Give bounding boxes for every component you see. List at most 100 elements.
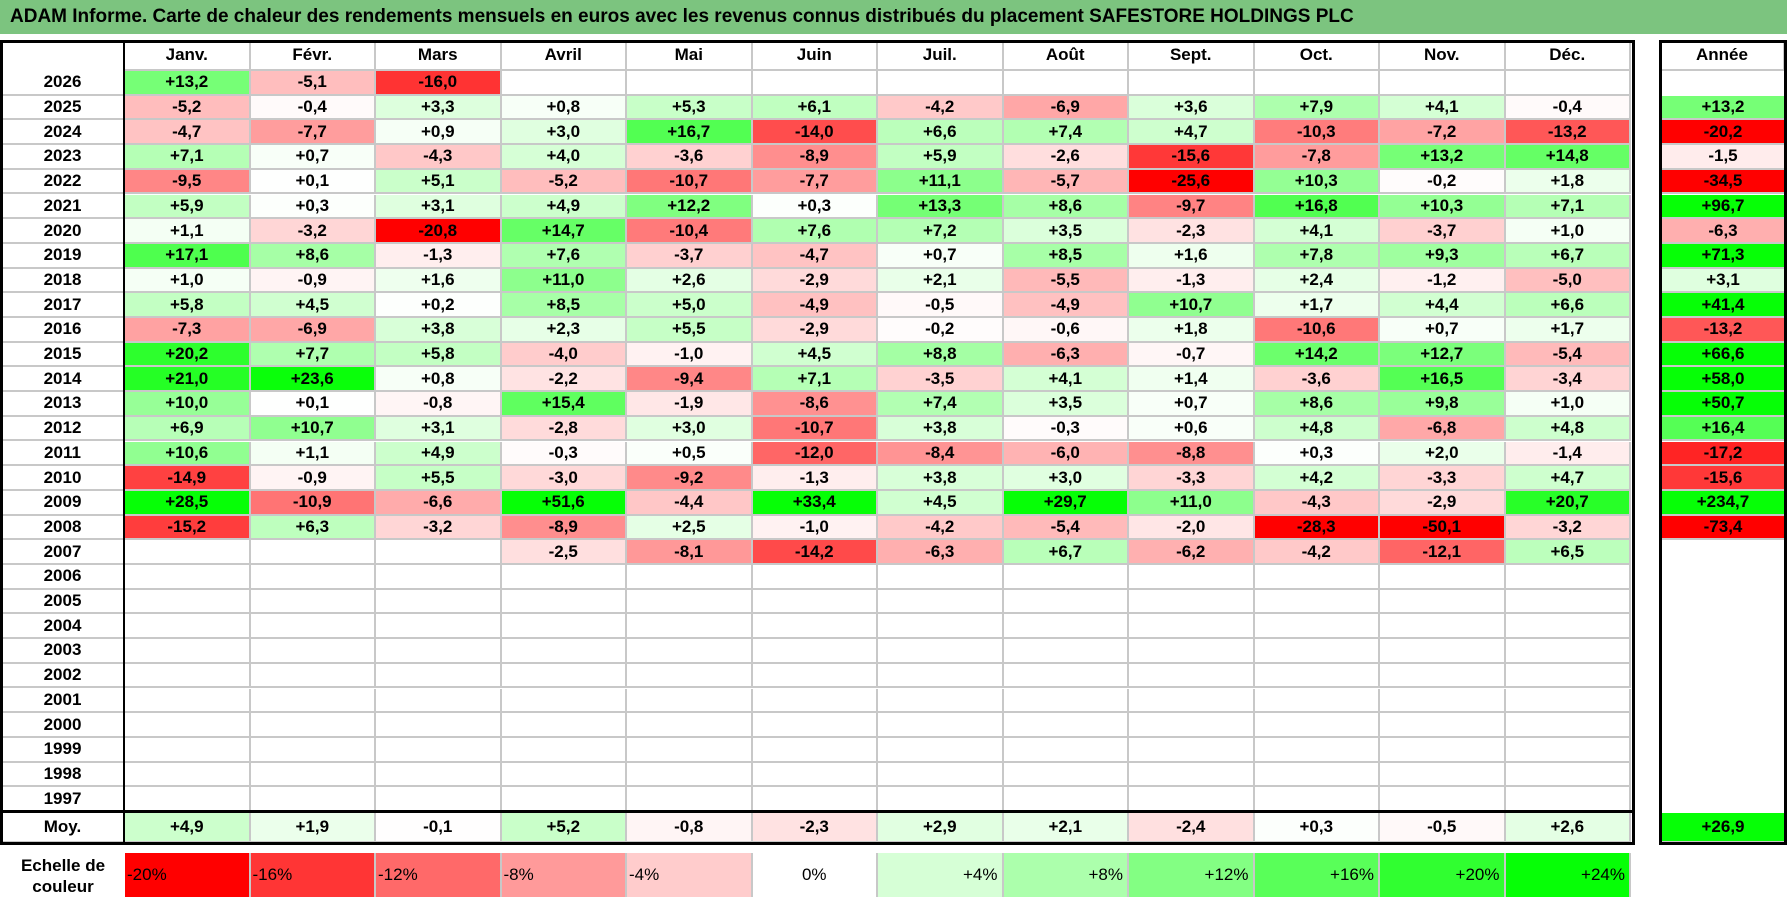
average-cell: +2,9 [878, 813, 1004, 843]
heatmap-cell: -10,6 [1254, 318, 1380, 343]
heatmap-cell [1003, 565, 1129, 590]
heatmap-cell [1129, 565, 1255, 590]
heatmap-cell: +0,1 [250, 392, 376, 417]
average-label: Moy. [2, 813, 125, 843]
heatmap-cell: -2,0 [1129, 515, 1255, 541]
heatmap-cell: +6,6 [878, 120, 1004, 146]
heatmap-cell: +4,1 [1003, 367, 1129, 393]
heatmap-cell: -0,9 [250, 466, 376, 491]
heatmap-cell [1505, 565, 1631, 590]
heatmap-cell: +0,6 [1129, 416, 1255, 442]
heatmap-cell: +0,7 [878, 243, 1004, 269]
heatmap-cell [250, 713, 376, 738]
color-scale-stop: -12% [376, 853, 502, 897]
year-label: 2023 [2, 145, 125, 170]
heatmap-cell: +4,9 [501, 194, 627, 220]
heatmap-cell: +10,7 [250, 416, 376, 442]
average-cell: -2,4 [1129, 813, 1255, 843]
color-scale-stop: +12% [1129, 853, 1255, 897]
month-header: Janv. [125, 41, 251, 71]
heatmap-cell [627, 663, 753, 689]
heatmap-cell: +20,2 [125, 342, 251, 368]
heatmap-cell: +6,5 [1505, 540, 1631, 565]
color-scale-label: Echelle de couleur [20, 856, 106, 896]
heatmap-cell: -10,4 [627, 219, 753, 244]
heatmap-cell [878, 639, 1004, 664]
heatmap-cell: +3,0 [627, 416, 753, 442]
heatmap-cell: +11,0 [1129, 490, 1255, 516]
heatmap-cell: -4,9 [1003, 293, 1129, 318]
heatmap-cell: -1,0 [627, 342, 753, 368]
heatmap-cell [1254, 787, 1380, 812]
heatmap-cell [1380, 565, 1506, 590]
heatmap-cell: +6,7 [1003, 540, 1129, 565]
year-label: 2017 [2, 293, 125, 318]
heatmap-cell: +0,3 [1254, 441, 1380, 467]
heatmap-cell [627, 71, 753, 96]
heatmap-cell: -14,2 [752, 540, 878, 565]
heatmap-cell [1129, 663, 1255, 689]
month-header: Mars [376, 41, 502, 71]
heatmap-cell [376, 614, 502, 640]
annual-cell [1661, 540, 1785, 565]
heatmap-cell: +11,1 [878, 169, 1004, 195]
year-label: 2026 [2, 71, 125, 96]
heatmap-cell: +3,0 [1003, 466, 1129, 491]
heatmap-cell [376, 737, 502, 763]
heatmap-cell: -2,2 [501, 367, 627, 393]
heatmap-cell [125, 688, 251, 714]
heatmap-cell: +3,0 [501, 120, 627, 146]
heatmap-cell [250, 663, 376, 689]
heatmap-cell: +7,6 [501, 243, 627, 269]
heatmap-cell: -6,6 [376, 490, 502, 516]
heatmap-cell [1129, 713, 1255, 738]
heatmap-cell [376, 639, 502, 664]
heatmap-cell: +7,1 [752, 367, 878, 393]
heatmap-cell [125, 565, 251, 590]
heatmap-cell: +4,1 [1254, 219, 1380, 244]
heatmap-cell: +5,5 [376, 466, 502, 491]
heatmap-cell [1003, 639, 1129, 664]
heatmap-cell: -3,5 [878, 367, 1004, 393]
heatmap-cell: +4,5 [250, 293, 376, 318]
heatmap-cell: -0,6 [1003, 318, 1129, 343]
heatmap-cell [878, 762, 1004, 788]
heatmap-cell: -6,9 [1003, 95, 1129, 121]
heatmap-cell: +0,2 [376, 293, 502, 318]
heatmap-cell [501, 639, 627, 664]
heatmap-cell [1254, 71, 1380, 96]
annual-cell: +50,7 [1661, 392, 1785, 417]
heatmap-cell: -1,3 [752, 466, 878, 491]
heatmap-cell [501, 713, 627, 738]
heatmap-cell: +17,1 [125, 243, 251, 269]
heatmap-cell: +1,0 [125, 268, 251, 294]
heatmap-cell [250, 688, 376, 714]
year-label: 2015 [2, 342, 125, 368]
heatmap-cell [1254, 688, 1380, 714]
heatmap-cell [752, 762, 878, 788]
heatmap-cell: +12,7 [1380, 342, 1506, 368]
year-label: 2011 [2, 441, 125, 467]
heatmap-cell: -9,5 [125, 169, 251, 195]
heatmap-cell [1129, 71, 1255, 96]
annual-cell: +66,6 [1661, 342, 1785, 368]
heatmap-cell [1380, 713, 1506, 738]
heatmap-cell: +29,7 [1003, 490, 1129, 516]
heatmap-cell: -2,9 [752, 268, 878, 294]
heatmap-cell: -28,3 [1254, 515, 1380, 541]
heatmap-cell: +4,9 [376, 441, 502, 467]
heatmap-cell [376, 663, 502, 689]
heatmap-cell: -0,3 [501, 441, 627, 467]
heatmap-cell: -13,2 [1505, 120, 1631, 146]
heatmap-cell: +10,7 [1129, 293, 1255, 318]
average-cell: +2,1 [1003, 813, 1129, 843]
heatmap-cell: +0,9 [376, 120, 502, 146]
annual-cell [1661, 688, 1785, 714]
heatmap-cell [1380, 589, 1506, 615]
month-header: Août [1003, 41, 1129, 71]
average-cell: +0,3 [1254, 813, 1380, 843]
average-cell: -0,5 [1380, 813, 1506, 843]
heatmap-cell: -9,2 [627, 466, 753, 491]
average-cell: +1,9 [250, 813, 376, 843]
heatmap-cell [627, 688, 753, 714]
